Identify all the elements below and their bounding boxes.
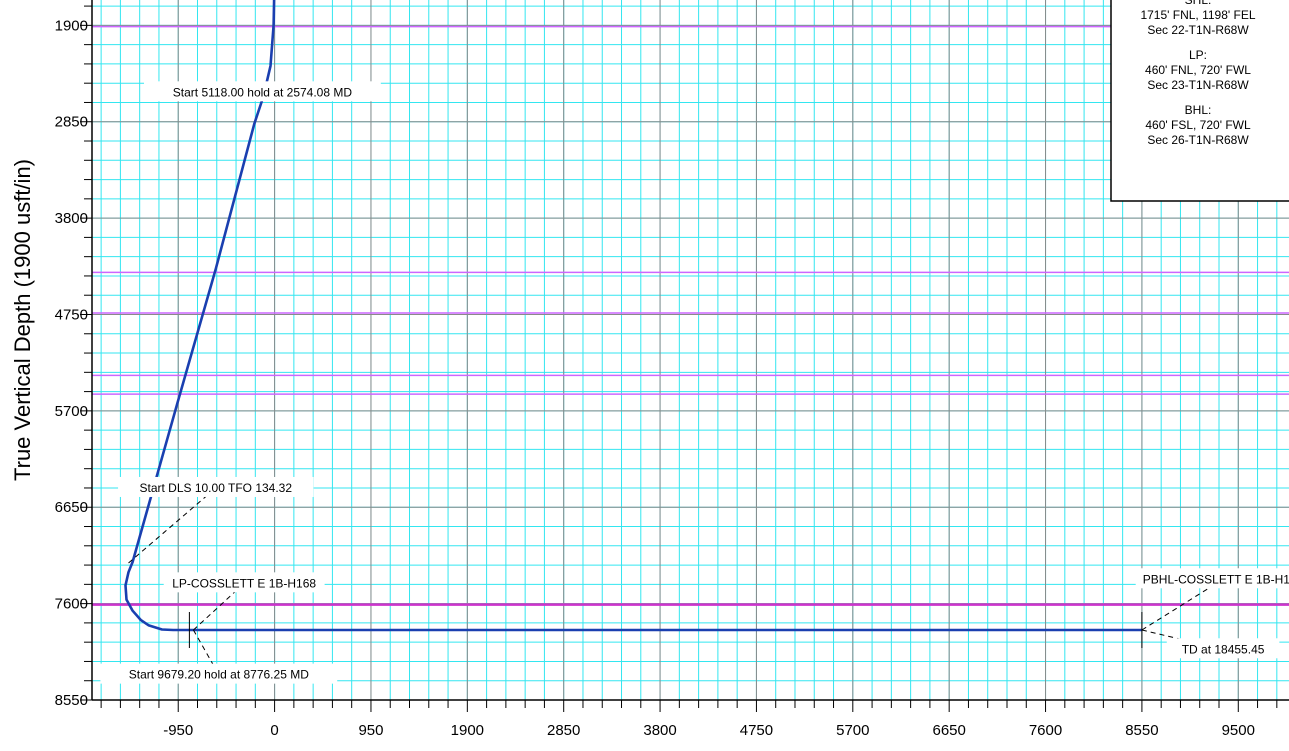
annotation-label: TD at 18455.45: [1182, 642, 1265, 656]
annotation-label: PBHL-COSSLETT E 1B-H168: [1143, 572, 1289, 586]
legend-frame: [1110, 0, 1289, 202]
annotations: Start 5118.00 hold at 2574.08 MD Start DL…: [100, 81, 1289, 684]
legend-text-line: 1715' FNL, 1198' FEL: [1140, 8, 1255, 22]
x-tick-label: 0: [270, 722, 278, 739]
legend-text-line: LP:: [1189, 48, 1207, 62]
annotation-leader: [128, 487, 217, 564]
x-tick-label: 7600: [1029, 722, 1062, 739]
annotation-label: LP-COSSLETT E 1B-H168: [172, 576, 316, 590]
annotation-label: Start DLS 10.00 TFO 134.32: [139, 481, 292, 495]
legend-text-line: 460' FSL, 720' FWL: [1145, 118, 1251, 132]
y-tick-label: 1900: [55, 17, 88, 34]
grid: [92, 0, 1289, 701]
x-tick-label: 6650: [932, 722, 965, 739]
y-tick-label: 7600: [55, 596, 88, 613]
x-tick-label: 950: [358, 722, 383, 739]
y-axis-label: True Vertical Depth (1900 usft/in): [10, 159, 35, 481]
y-tick-label: 8550: [55, 692, 88, 709]
annotation-background: [1135, 568, 1289, 589]
legend-text-line: SHL:: [1185, 0, 1212, 7]
y-tick-label: 4750: [55, 306, 88, 323]
annotation-label: Start 5118.00 hold at 2574.08 MD: [173, 85, 353, 99]
annotation-leader: [1141, 629, 1224, 650]
x-tick-label: 8550: [1125, 722, 1158, 739]
axes: -950 0 950 1900 2850 3800 4750 5700 6650 7600 8550…: [55, 0, 1289, 739]
legend-text-line: Sec 26-T1N-R68W: [1147, 133, 1249, 147]
legend-text-line: Sec 23-T1N-R68W: [1147, 78, 1249, 92]
y-tick-label: 6650: [55, 499, 88, 516]
annotation-leader: [1141, 578, 1224, 631]
x-tick-label: 9500: [1222, 722, 1255, 739]
x-tick-label: 1900: [451, 722, 484, 739]
legend-text-line: 460' FNL, 720' FWL: [1145, 63, 1251, 77]
x-tick-label: 2850: [547, 722, 580, 739]
legend-text-line: BHL:: [1185, 103, 1212, 117]
annotation-label: Start 9679.20 hold at 8776.25 MD: [129, 668, 309, 682]
y-tick-label: 3800: [55, 210, 88, 227]
x-tick-label: 3800: [643, 722, 676, 739]
legend-text-line: Sec 22-T1N-R68W: [1147, 23, 1249, 37]
y-tick-label: 5700: [55, 403, 88, 420]
x-tick-label: -950: [163, 722, 193, 739]
annotation-background: [100, 663, 338, 684]
annotation-background: [1166, 638, 1280, 659]
formation-lines: [92, 25, 1289, 606]
annotation-background: [118, 476, 314, 497]
x-tick-label: 5700: [836, 722, 869, 739]
annotation-background: [163, 572, 325, 593]
y-tick-label: 2850: [55, 114, 88, 131]
x-tick-label: 4750: [740, 722, 773, 739]
annotation-background: [144, 81, 381, 102]
